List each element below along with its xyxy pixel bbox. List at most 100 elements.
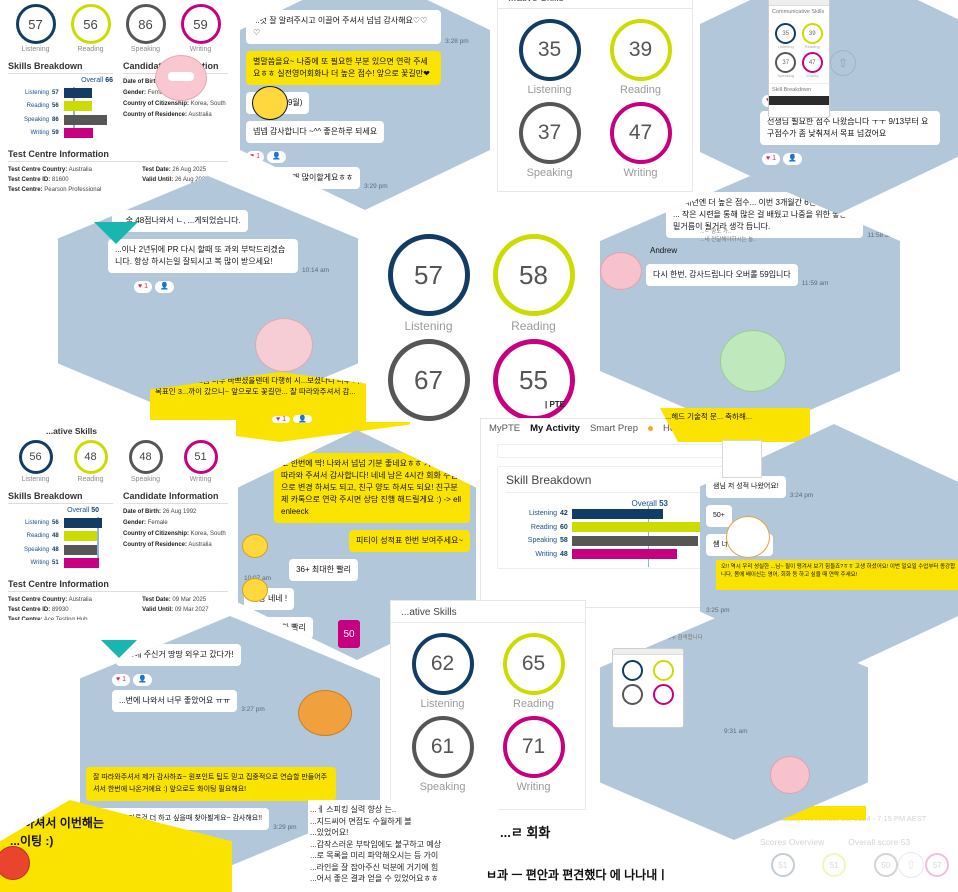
rabbit-sticker-bottom-right — [770, 756, 810, 794]
field-label: Country of Residence: — [123, 542, 188, 548]
score-circle-speaking: 86 Speaking — [120, 4, 172, 53]
bar-label: Reading — [530, 523, 557, 531]
score-report-bottomleft: ...ative Skills 56 Listening 48 Reading … — [0, 420, 236, 620]
reaction-group[interactable]: ♥1 👤 — [134, 281, 174, 293]
mini-score-listening — [621, 660, 643, 681]
mini-screenshot-thumb — [722, 440, 762, 478]
score-circle-speaking: 61 Speaking — [411, 716, 474, 793]
banner-text: ...헤드 기술적 문... 축하해... — [665, 412, 753, 421]
chat-bubble-outgoing: 별말씀을요~ 나중에 또 필요한 부분 있으면 연락 주세요ㅎㅎ 실전영어회화나… — [246, 51, 442, 85]
message-row: ...술 48점나와서 ㄴ, ...게되었습니다. — [64, 210, 352, 236]
overall-value: 53 — [659, 499, 668, 508]
nav-tab-smart-prep[interactable]: Smart Prep — [589, 423, 638, 434]
candidate-gender: Gender: Female — [123, 88, 228, 99]
bar-row: Writing 59 — [8, 128, 113, 139]
score-circle-speaking: 67 — [387, 339, 470, 421]
score-value: 35 — [775, 23, 797, 44]
score-value: 35 — [518, 19, 581, 81]
share-icon[interactable]: ⇧ — [830, 50, 856, 76]
bar-value: 42 — [560, 510, 568, 517]
bar-label: Reading — [26, 533, 49, 539]
score-circle-grid: 35 Listening 39 Reading 37 Speaking 47 W… — [498, 9, 692, 189]
bar-row: Speaking 48 — [8, 544, 113, 555]
reaction-group[interactable]: ♥1 👤 — [272, 415, 312, 423]
chat-bubble-outgoing: 잘 따라와주셔서 제가 감사하죠~ 원포인트 팁도 믿고 집중적으로 연습할 만… — [86, 767, 336, 801]
tc-name: Test Centre: Ace Testing Hub — [8, 615, 124, 620]
field-label: Test Centre Country: — [8, 597, 68, 603]
field-label: Test Centre: — [8, 187, 43, 193]
message-time: 10:14 am — [302, 267, 330, 274]
text-line: ...갑작스러운 부탁임에도 불구하고 예상 — [310, 839, 442, 849]
person-icon[interactable]: 👤 — [783, 153, 802, 165]
person-icon[interactable]: 👤 — [293, 415, 312, 423]
score-label: Writing — [623, 167, 658, 179]
heart-icon[interactable]: ♥1 — [246, 151, 265, 163]
message-row: 별말씀을요~ 나중에 또 필요한 부분 있으면 연락 주세요ㅎㅎ 실전영어회화나… — [246, 51, 484, 89]
text-line: ...라인을 잘 잡아주신 덕분에 거기에 힘 — [310, 862, 439, 872]
tc-country: Test Centre Country: Australia — [8, 165, 124, 175]
person-icon[interactable]: 👤 — [155, 281, 174, 293]
candidate-residence: Country of Residence: Australia — [123, 540, 228, 551]
phone-score-grid: 35 Listening 39 Reading 37 Speaking 47 W… — [769, 18, 829, 83]
field-value: Pearson Professional Centers-Brisbane QL… — [44, 187, 102, 193]
field-label: Test Centre ID: — [8, 177, 51, 183]
candidate-dob: Date of Birth: 26 Aug 1992 — [123, 507, 228, 518]
score-circle-listening: 56 Listening — [10, 440, 62, 483]
field-value: Australia — [68, 167, 92, 173]
reaction-group[interactable]: ♥1 👤 — [112, 674, 152, 686]
overall-axis-line — [73, 87, 75, 137]
bar-value: 59 — [52, 130, 59, 136]
field-label: Test Date: — [142, 597, 171, 603]
bar-label: Listening — [24, 89, 49, 96]
message-row: 50+ — [706, 505, 958, 531]
overall-value: 66 — [105, 77, 113, 84]
bar-value: 60 — [560, 523, 568, 531]
misc-line: ...ㄴ 향도 가.. — [700, 229, 731, 235]
nav-tab-mypte[interactable]: MyPTE — [489, 423, 521, 434]
score-label: Listening — [527, 84, 572, 96]
test-centre-title: Test Centre Information — [8, 149, 228, 162]
candidate-gender: Gender: Female — [123, 518, 228, 529]
heart-icon[interactable]: ♥1 — [112, 674, 131, 686]
pig-sticker-right — [600, 252, 642, 290]
score-value: 65 — [502, 633, 565, 695]
share-icon[interactable]: ⇧ — [898, 852, 924, 878]
bar-fill-writing — [64, 558, 99, 568]
skill-breakdown-card: Skill Breakdown Overall 53 Listening 42 … — [497, 466, 733, 569]
heart-icon[interactable]: ♥1 — [762, 153, 781, 165]
reaction-group[interactable]: ♥1 👤 — [762, 153, 802, 165]
new-badge-dot-icon — [648, 426, 653, 431]
bar-value: 51 — [52, 560, 59, 566]
score-label: Reading — [513, 698, 554, 710]
tc-valid: Valid Until: 09 Mar 2027 — [142, 605, 228, 615]
reaction-count: 1 — [282, 415, 287, 423]
message-row: 10:07 am 36+ 최대한 빨리 — [244, 559, 470, 585]
duck-sticker-mid-2 — [242, 578, 268, 602]
score-value: 37 — [518, 102, 581, 164]
bar-value: 48 — [52, 533, 59, 539]
field-value: 26 Aug 2025 — [172, 167, 207, 173]
nav-tab-my-activity[interactable]: My Activity — [530, 423, 580, 434]
score-report-topleft: 57 Listening 56 Reading 86 Speaking 59 W… — [0, 0, 236, 194]
field-label: Test Centre ID: — [8, 607, 51, 613]
bar-row: Reading 60 — [506, 522, 724, 533]
person-icon[interactable]: 👤 — [267, 151, 286, 163]
heart-icon[interactable]: ♥1 — [272, 415, 291, 423]
score-circle-reading: 56 Reading — [65, 4, 117, 53]
chat-bubble: 36+ 최대한 빨리 — [289, 559, 358, 581]
score-label: Speaking — [130, 476, 161, 483]
score-value: 51 — [183, 440, 218, 474]
score-value: 62 — [411, 633, 474, 695]
field-value: Ace Testing Hub — [43, 617, 88, 620]
reaction-group[interactable]: ♥1 👤 — [246, 151, 286, 163]
score-label: Listening — [21, 46, 50, 53]
field-label: Test Date: — [142, 167, 171, 173]
score-label: Listening — [420, 698, 465, 710]
person-icon[interactable]: 👤 — [133, 674, 152, 686]
score-circle-writing: 71 Writing — [502, 716, 565, 793]
heart-icon[interactable]: ♥1 — [134, 281, 153, 293]
score-label: Listening — [21, 476, 50, 483]
skills-breakdown-panel: Skills Breakdown Overall 66 Listening 57… — [8, 55, 113, 141]
banner-text: 안녕하세요~ 요즘 너무 바쁘셨을텐데 다행히 시...보셨다니 너무 기쁘네요… — [155, 376, 405, 396]
candidate-information-panel: Candidate Information Date of Birth: 26 … — [123, 485, 228, 571]
